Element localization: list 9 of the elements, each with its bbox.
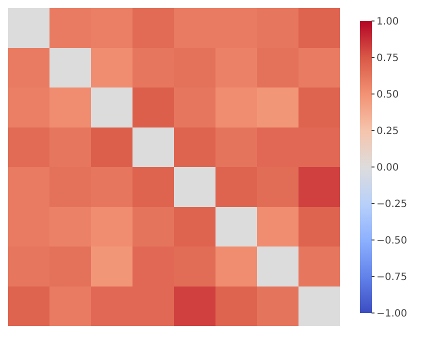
color-bar-label: 0.75 (376, 53, 399, 64)
color-bar-label: 0.25 (376, 126, 399, 137)
color-bar-label: 1.00 (376, 16, 399, 28)
color-bar-label: −0.50 (376, 236, 408, 246)
color-bar-label: −0.25 (376, 199, 408, 210)
color-bar-label: 0.00 (376, 162, 399, 174)
color-bar-label: −0.75 (376, 272, 408, 283)
color-bar-label: −1.00 (376, 308, 408, 320)
color-bar-label: 0.50 (376, 90, 399, 100)
